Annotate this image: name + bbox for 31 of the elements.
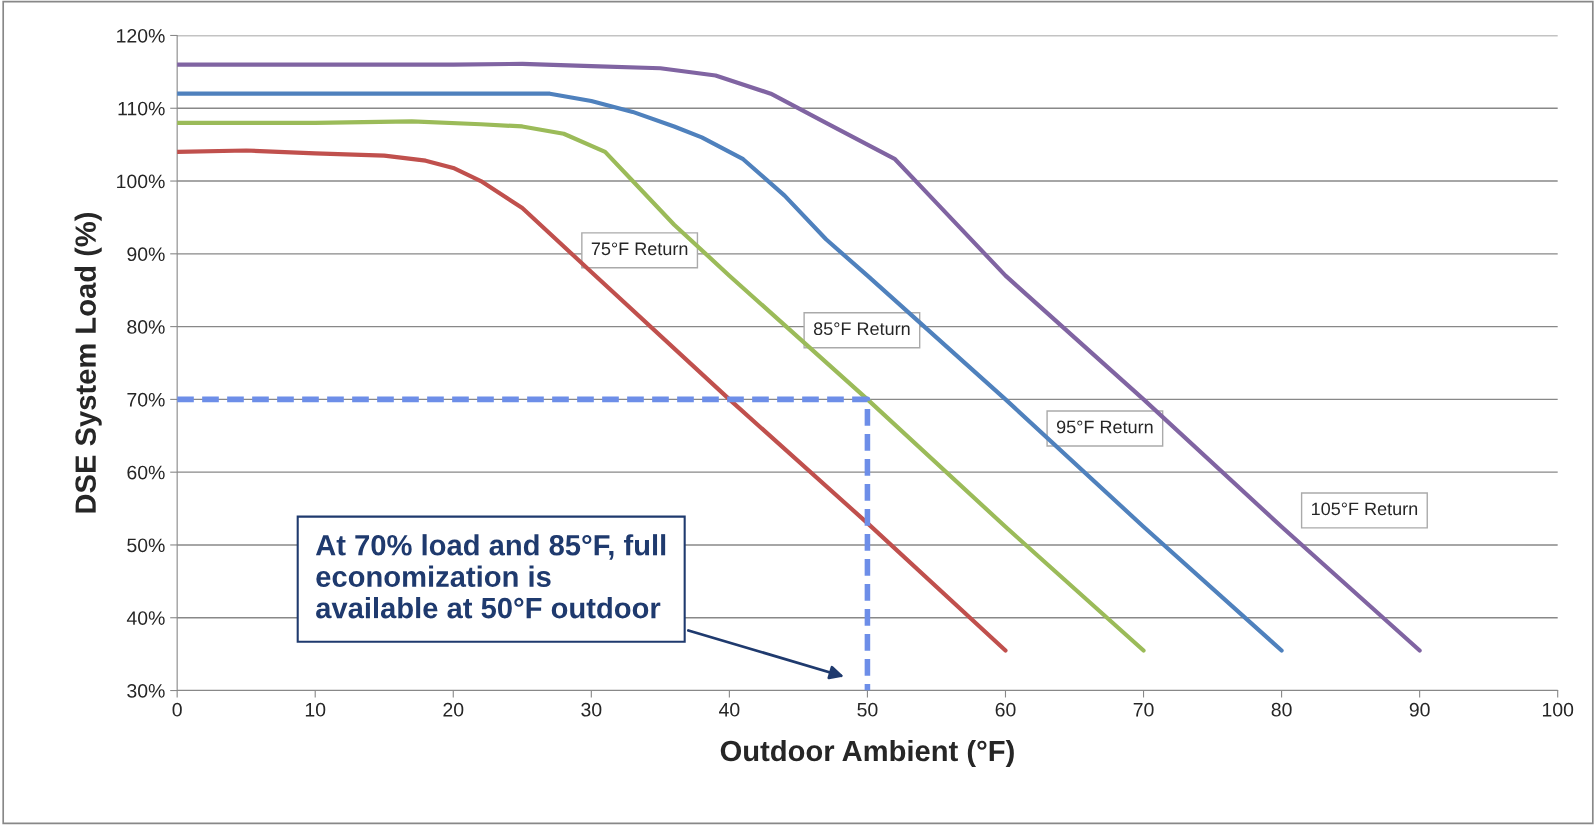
x-tick-label: 60 <box>995 702 1016 717</box>
y-tick-label: 60% <box>127 465 165 480</box>
y-tick-label: 70% <box>127 392 165 407</box>
x-axis-title: Outdoor Ambient (°F) <box>720 739 1014 768</box>
line-series <box>177 61 1422 653</box>
annotation: 75°F Return <box>591 242 688 256</box>
x-tick-label: 70 <box>1133 702 1154 717</box>
annotation: At 70% load and 85°F, full economization is available at 50°F outdoor <box>315 534 666 619</box>
y-tick-label: 100% <box>117 174 165 189</box>
y-tick-label: 90% <box>127 247 165 262</box>
y-tick-label: 80% <box>127 320 165 334</box>
annotation: 95°F Return <box>1056 420 1153 434</box>
annotation: 85°F Return <box>813 322 910 336</box>
x-tick-label: 30 <box>581 702 602 717</box>
x-tick-label: 50 <box>857 702 878 717</box>
x-tick-label: 90 <box>1409 702 1430 717</box>
line-series <box>177 148 1008 653</box>
y-tick-label: 110% <box>118 101 165 116</box>
y-tick-label: 40% <box>126 611 165 625</box>
y-axis-title: DSE System Load (%) <box>74 212 102 513</box>
line-series <box>177 91 1284 653</box>
annotation: 105°F Return <box>1312 502 1418 516</box>
x-tick-label: 100 <box>1542 702 1574 717</box>
y-tick-label: 30% <box>127 683 165 698</box>
x-tick-label: 40 <box>719 702 740 717</box>
x-tick-label: 80 <box>1271 702 1292 717</box>
x-tick-label: 0 <box>172 702 182 717</box>
y-tick-label: 120% <box>117 28 165 43</box>
x-tick-label: 10 <box>305 702 326 717</box>
x-tick-label: 20 <box>443 702 464 717</box>
y-tick-label: 50% <box>127 538 165 553</box>
